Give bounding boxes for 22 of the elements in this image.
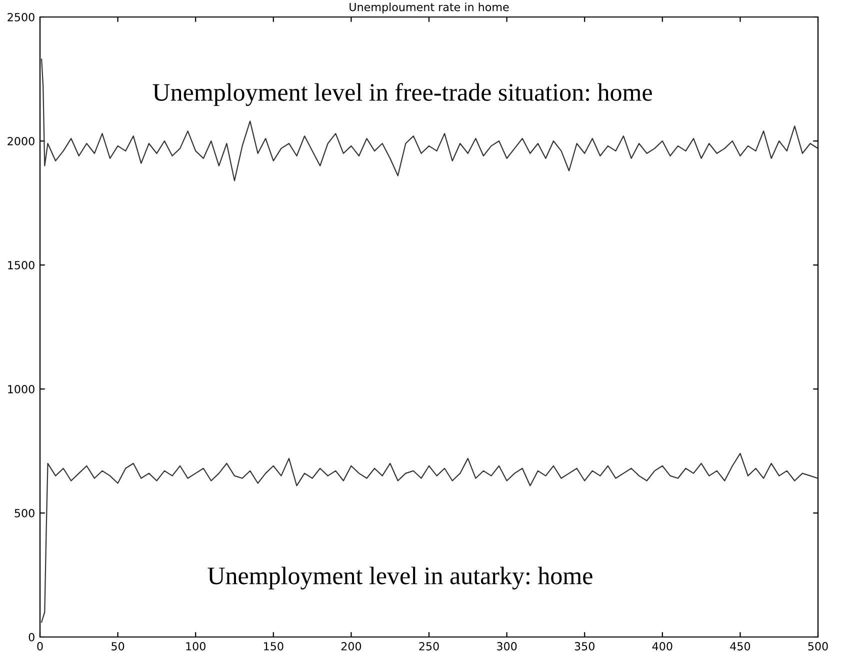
y-tick-label: 1500	[8, 260, 34, 270]
y-tick-label: 1000	[8, 384, 34, 394]
x-tick-label: 200	[341, 642, 362, 650]
x-tick-label: 300	[497, 642, 517, 650]
x-tick-label: 400	[652, 642, 672, 650]
x-tick-label: 0	[37, 642, 43, 650]
annotation: Unemployment level in autarky: home	[208, 566, 592, 590]
x-tick-label: 100	[186, 642, 206, 650]
y-tick-label: 0	[28, 632, 34, 642]
y-tick-label: 500	[14, 508, 34, 518]
x-tick-label: 450	[730, 642, 750, 650]
x-tick-label: 50	[112, 642, 124, 650]
x-tick-label: 350	[574, 642, 594, 650]
x-tick-label: 150	[264, 642, 284, 650]
x-tick-label: 500	[808, 642, 828, 650]
y-tick-label: 2500	[8, 12, 34, 22]
line-series	[41, 58, 818, 182]
annotation: Unemployment level in free-trade situation: home	[152, 83, 652, 106]
y-tick-label: 2000	[8, 136, 34, 146]
line-series	[41, 452, 818, 623]
chart-title: Unemploument rate in home	[350, 2, 509, 14]
x-tick-label: 250	[419, 642, 439, 650]
